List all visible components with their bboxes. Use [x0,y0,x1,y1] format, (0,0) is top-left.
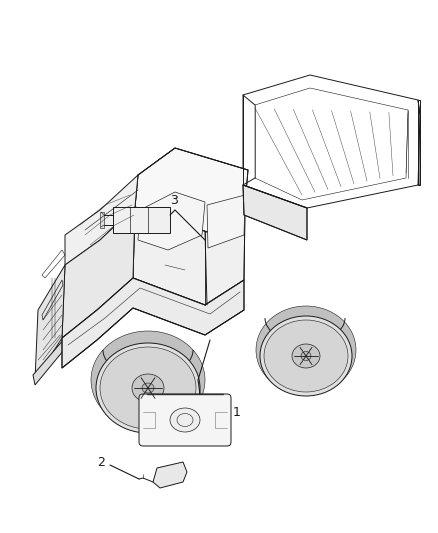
Ellipse shape [91,331,205,429]
Polygon shape [35,265,65,380]
Ellipse shape [256,306,356,394]
Polygon shape [100,212,104,228]
Ellipse shape [260,316,352,396]
Polygon shape [135,148,248,232]
FancyBboxPatch shape [139,394,231,446]
Ellipse shape [301,351,311,360]
Polygon shape [62,207,135,338]
Ellipse shape [292,344,320,368]
Polygon shape [65,175,138,265]
Polygon shape [133,205,245,305]
Ellipse shape [170,408,200,432]
Text: 2: 2 [97,456,105,469]
Polygon shape [138,192,205,250]
Polygon shape [113,207,170,233]
Ellipse shape [264,320,348,392]
Ellipse shape [132,374,164,402]
Ellipse shape [96,343,200,433]
Text: 1: 1 [233,406,241,418]
Polygon shape [207,195,245,248]
Polygon shape [33,338,68,385]
Polygon shape [62,278,244,368]
Ellipse shape [100,347,196,429]
Text: 3: 3 [170,193,178,206]
Polygon shape [243,185,307,240]
Ellipse shape [142,383,154,393]
Polygon shape [153,462,187,488]
